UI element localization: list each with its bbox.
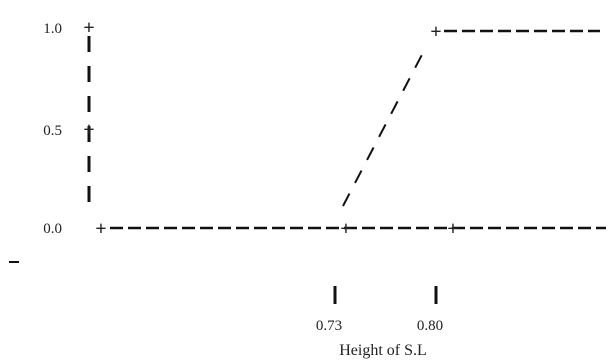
x-tick-label: 0.80 xyxy=(417,318,443,334)
y-tick-label: 1.0 xyxy=(43,21,62,37)
series-line-rising xyxy=(342,46,427,207)
y-axis-marker: + xyxy=(83,17,94,39)
x-axis-marker: + xyxy=(447,218,458,240)
y-axis-marker: + xyxy=(83,119,94,141)
y-tick-label: 0.5 xyxy=(43,123,62,139)
y-tick-label: 0.0 xyxy=(43,221,62,237)
x-axis-title: Height of S.L xyxy=(339,342,427,359)
x-tick-label: 0.73 xyxy=(316,318,342,334)
x-axis-marker: + xyxy=(340,218,351,240)
x-axis-marker: + xyxy=(95,218,106,240)
series-peak-marker: + xyxy=(430,21,441,43)
